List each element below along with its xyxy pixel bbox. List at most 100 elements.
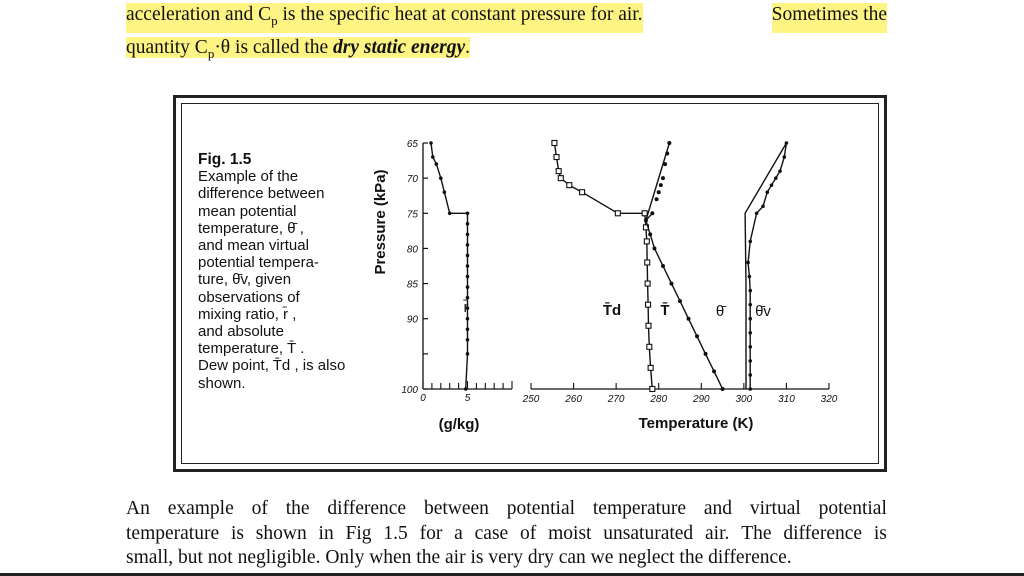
top-text-line-1: acceleration and Cp is the specific heat… bbox=[126, 3, 887, 33]
caption-line: temperature, T̄ . bbox=[198, 340, 305, 358]
td-point bbox=[644, 280, 651, 287]
r-point bbox=[465, 352, 470, 356]
figure-caption-title: Fig. 1.5 bbox=[198, 151, 252, 168]
theta-v-point bbox=[769, 183, 774, 187]
r-point bbox=[465, 306, 470, 310]
t-point bbox=[678, 299, 682, 304]
r-point bbox=[465, 222, 470, 226]
theta-line bbox=[744, 142, 788, 389]
body-word: temperature bbox=[126, 522, 220, 544]
r-line-upper bbox=[430, 142, 468, 215]
td-point bbox=[644, 259, 651, 266]
theta-v-line bbox=[747, 142, 788, 389]
left-x-tick-label: 5 bbox=[465, 393, 471, 404]
curve-label-theta: θ̄ bbox=[716, 303, 726, 320]
theta-v-point bbox=[747, 274, 752, 279]
body-line-3: small, but not negligible. Only when the… bbox=[126, 547, 792, 568]
td-point bbox=[647, 364, 654, 371]
r-point bbox=[465, 264, 470, 268]
caption-line: observations of bbox=[198, 288, 300, 306]
td-point bbox=[566, 182, 573, 189]
r-point bbox=[465, 274, 470, 279]
body-word: difference bbox=[783, 522, 863, 544]
t-point bbox=[656, 190, 661, 195]
t-point bbox=[669, 281, 674, 286]
r-point bbox=[465, 232, 470, 237]
theta-v-point bbox=[748, 373, 753, 377]
td-point bbox=[649, 385, 656, 393]
theta-v-point bbox=[748, 239, 753, 244]
body-word: of bbox=[251, 498, 268, 519]
body-word: moist bbox=[548, 522, 592, 544]
theta-v-point bbox=[748, 288, 753, 293]
body-word: is bbox=[230, 522, 244, 544]
t-point bbox=[712, 369, 717, 374]
theta-v-point bbox=[748, 302, 753, 307]
right-x-tick-label: 250 bbox=[522, 394, 540, 405]
theta-v-point bbox=[748, 387, 753, 391]
body-word: difference bbox=[327, 498, 407, 519]
body-word: shown bbox=[255, 522, 307, 544]
body-word: potential bbox=[818, 498, 887, 519]
t-point bbox=[654, 197, 659, 202]
top-text-line-1-tail: Sometimes the bbox=[771, 3, 887, 33]
body-word: the bbox=[285, 498, 310, 519]
caption-line: difference between bbox=[198, 185, 325, 203]
td-point bbox=[555, 168, 562, 175]
t-point bbox=[663, 162, 668, 167]
curve-label-td: T̄d bbox=[603, 301, 621, 319]
r-point bbox=[430, 155, 435, 159]
y-tick-label: 90 bbox=[407, 315, 419, 326]
chart-labels: Pressure (kPa) (g/kg) Temperature (K) r̄… bbox=[372, 169, 771, 433]
y-tick-label: 65 bbox=[407, 139, 419, 150]
body-word: a bbox=[454, 522, 463, 544]
caption-line: potential tempera- bbox=[198, 254, 319, 272]
caption-line: mean potential bbox=[198, 202, 297, 220]
theta-v-point bbox=[748, 316, 753, 321]
left-x-tick-label: 0 bbox=[420, 393, 426, 404]
caption-line: and absolute bbox=[198, 323, 284, 341]
right-x-tick-label: 290 bbox=[692, 394, 710, 405]
chart-series bbox=[429, 139, 789, 393]
t-point bbox=[665, 151, 670, 156]
t-point bbox=[686, 316, 691, 321]
body-word: in bbox=[318, 522, 334, 544]
t-point bbox=[703, 351, 708, 356]
r-point bbox=[439, 176, 443, 180]
theta-v-point bbox=[773, 176, 778, 180]
body-word: The bbox=[741, 522, 772, 544]
r-point bbox=[465, 211, 470, 216]
body-word: 1.5 bbox=[383, 522, 408, 544]
theta-v-point bbox=[761, 204, 765, 209]
r-point bbox=[465, 253, 470, 258]
theta-v-point bbox=[782, 155, 787, 159]
theta-v-point bbox=[746, 260, 750, 265]
td-point bbox=[553, 154, 560, 161]
r-point bbox=[447, 211, 452, 216]
body-word: temperature bbox=[592, 498, 686, 519]
right-x-tick-label: 270 bbox=[607, 394, 625, 405]
right-x-tick-label: 320 bbox=[821, 394, 838, 405]
t-point bbox=[648, 232, 653, 237]
top-text-line-1-main: acceleration and Cp is the specific heat… bbox=[126, 3, 643, 33]
body-word: between bbox=[423, 498, 489, 519]
td-point bbox=[614, 210, 621, 217]
right-x-tick-label: 260 bbox=[564, 394, 582, 405]
t-point bbox=[643, 218, 648, 223]
r-point bbox=[465, 295, 470, 300]
td-point bbox=[579, 189, 586, 196]
td-point bbox=[557, 175, 564, 182]
y-axis-label: Pressure (kPa) bbox=[372, 169, 389, 274]
caption-line: and mean virtual bbox=[198, 237, 309, 255]
body-word: An bbox=[126, 498, 150, 519]
y-tick-label: 75 bbox=[407, 209, 419, 220]
body-word: virtual bbox=[749, 498, 801, 519]
body-line-2: temperature is shown in Fig 1.5 for a case of mois… bbox=[126, 522, 887, 547]
body-word: potential bbox=[506, 498, 576, 519]
curve-label-theta-v: θ̄v bbox=[755, 303, 771, 320]
caption-line: mixing ratio, r̄ , bbox=[198, 305, 297, 323]
dry-static-energy-term: dry static energy bbox=[333, 37, 466, 58]
figure-caption: Fig. 1.5 Example of the difference betwee… bbox=[198, 151, 373, 392]
td-line-lower bbox=[644, 213, 653, 390]
